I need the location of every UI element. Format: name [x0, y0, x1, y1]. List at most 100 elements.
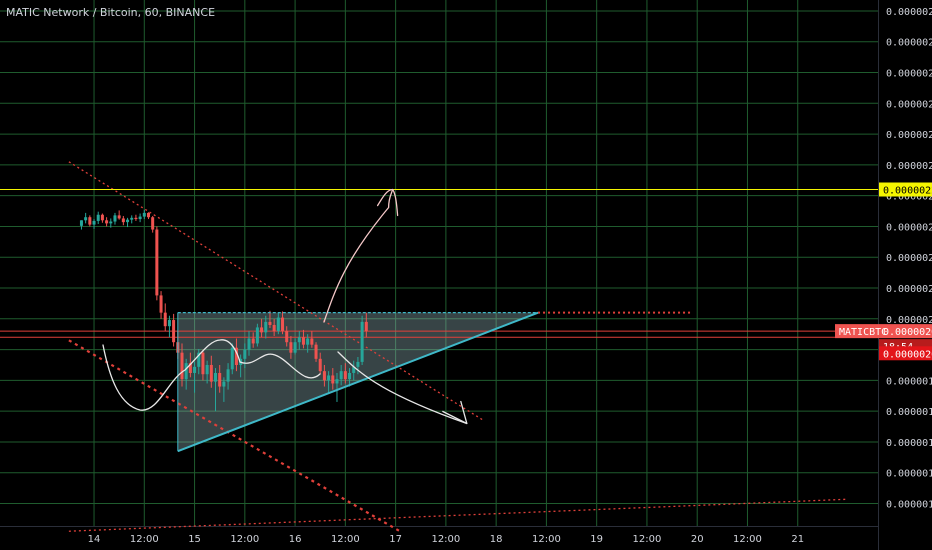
price-tick-label: 0.00000190	[886, 407, 932, 418]
candle-body	[193, 366, 197, 373]
candle-body	[335, 379, 339, 384]
candle-body	[209, 364, 213, 382]
descending-trendline	[68, 161, 484, 421]
candle-body	[79, 220, 83, 226]
candle-body	[105, 220, 109, 224]
candle-body	[268, 321, 272, 325]
price-tick-label: 0.00000250	[886, 38, 932, 49]
candle-body	[352, 366, 356, 373]
candle-body	[201, 352, 205, 375]
candle-body	[285, 331, 289, 343]
arrow-up-head	[376, 188, 399, 217]
candle-body	[293, 342, 297, 353]
price-tick-label: 0.00000205	[886, 315, 932, 326]
candle-body	[327, 375, 331, 381]
candle-body	[117, 215, 121, 219]
chart-grid	[0, 0, 879, 550]
price-tick-label: 0.00000175	[886, 500, 932, 511]
candle-body	[130, 217, 134, 220]
breakout-arrow-up	[323, 188, 394, 323]
candle-body	[234, 347, 238, 365]
candle-body	[100, 214, 104, 221]
last-price-label-bg	[879, 324, 932, 339]
candle-body	[247, 338, 251, 350]
candle-body	[159, 295, 163, 313]
candle-body	[213, 372, 218, 382]
price-tick-label: 0.00000255	[886, 7, 932, 18]
candle-body	[289, 342, 293, 353]
current-price-label-bg	[879, 346, 932, 361]
price-tick-label: 0.00000210	[886, 284, 932, 295]
candle-body	[339, 371, 343, 380]
time-tick-label: 12:00	[431, 534, 460, 545]
resistance-price-label-bg	[879, 182, 932, 197]
right-shoulder-curve	[239, 353, 321, 379]
time-tick-label: 12:00	[733, 534, 762, 545]
candle-body	[146, 212, 150, 218]
candle-body	[113, 215, 117, 222]
candle-body	[218, 372, 222, 387]
candle-body	[318, 358, 322, 372]
candle-body	[84, 217, 88, 221]
candle-body	[360, 321, 364, 362]
breakdown-arrow-down	[337, 351, 468, 425]
candle-body	[364, 321, 368, 332]
candle-body	[297, 337, 301, 343]
candle-body	[260, 327, 264, 333]
candle-body	[314, 344, 318, 359]
time-tick-label: 12:00	[633, 534, 662, 545]
candle-body	[226, 369, 230, 382]
time-tick-label: 14	[88, 534, 101, 545]
current-price-label: 0.00000202	[883, 349, 932, 360]
time-tick-label: 12:00	[532, 534, 561, 545]
chart-title: MATIC Network / Bitcoin, 60, BINANCE	[6, 6, 216, 19]
price-axis[interactable]: 0.000002600.000002550.000002500.00000245…	[886, 0, 932, 511]
candle-body	[343, 371, 347, 380]
candle-body	[264, 321, 268, 333]
price-tick-label: 0.00000245	[886, 69, 932, 80]
candle-body	[356, 361, 360, 367]
candle-body	[163, 312, 167, 327]
candle-body	[121, 218, 125, 223]
candle-body	[230, 347, 234, 370]
time-tick-label: 12:00	[130, 534, 159, 545]
head-shoulders-curve	[102, 339, 241, 411]
candle-body	[331, 375, 335, 384]
candle-body	[272, 324, 276, 332]
candle-body	[184, 363, 188, 380]
candle-body	[348, 372, 352, 380]
candle-body	[167, 320, 171, 327]
candle-body	[276, 317, 280, 332]
candle-body	[205, 364, 209, 375]
candle-body	[88, 217, 92, 225]
candle-body	[138, 216, 142, 220]
candle-body	[134, 217, 138, 220]
price-tick-label: 0.00000230	[886, 161, 932, 172]
candle-body	[151, 217, 155, 230]
time-tick-label: 17	[389, 534, 402, 545]
resistance-price-label: 0.00000226	[883, 186, 932, 197]
candle-body	[96, 214, 100, 221]
time-axis[interactable]: 14 12:00 15 12:00 16 12:00 17 12:00 18 12:00 19 12:…	[88, 534, 804, 545]
symbol-label-bg	[835, 324, 879, 339]
candle-body	[172, 320, 176, 343]
time-tick-label: 18	[490, 534, 503, 545]
candle-body	[301, 337, 305, 345]
candlestick-series	[79, 209, 368, 412]
price-tick-label: 0.00000220	[886, 222, 932, 233]
time-tick-label: 16	[289, 534, 302, 545]
candle-body	[126, 219, 130, 223]
price-tick-label: 0.00000180	[886, 469, 932, 480]
candle-body	[222, 381, 226, 387]
time-tick-label: 12:00	[331, 534, 360, 545]
time-tick-label: 12:00	[230, 534, 259, 545]
time-tick-label: 21	[791, 534, 804, 545]
price-tick-label: 0.00000240	[886, 99, 932, 110]
candle-body	[142, 212, 146, 217]
price-tick-label: 0.00000185	[886, 438, 932, 449]
candle-body	[109, 221, 113, 224]
candle-body	[281, 317, 285, 332]
drawing-layer	[102, 188, 539, 453]
time-tick-label: 19	[590, 534, 603, 545]
